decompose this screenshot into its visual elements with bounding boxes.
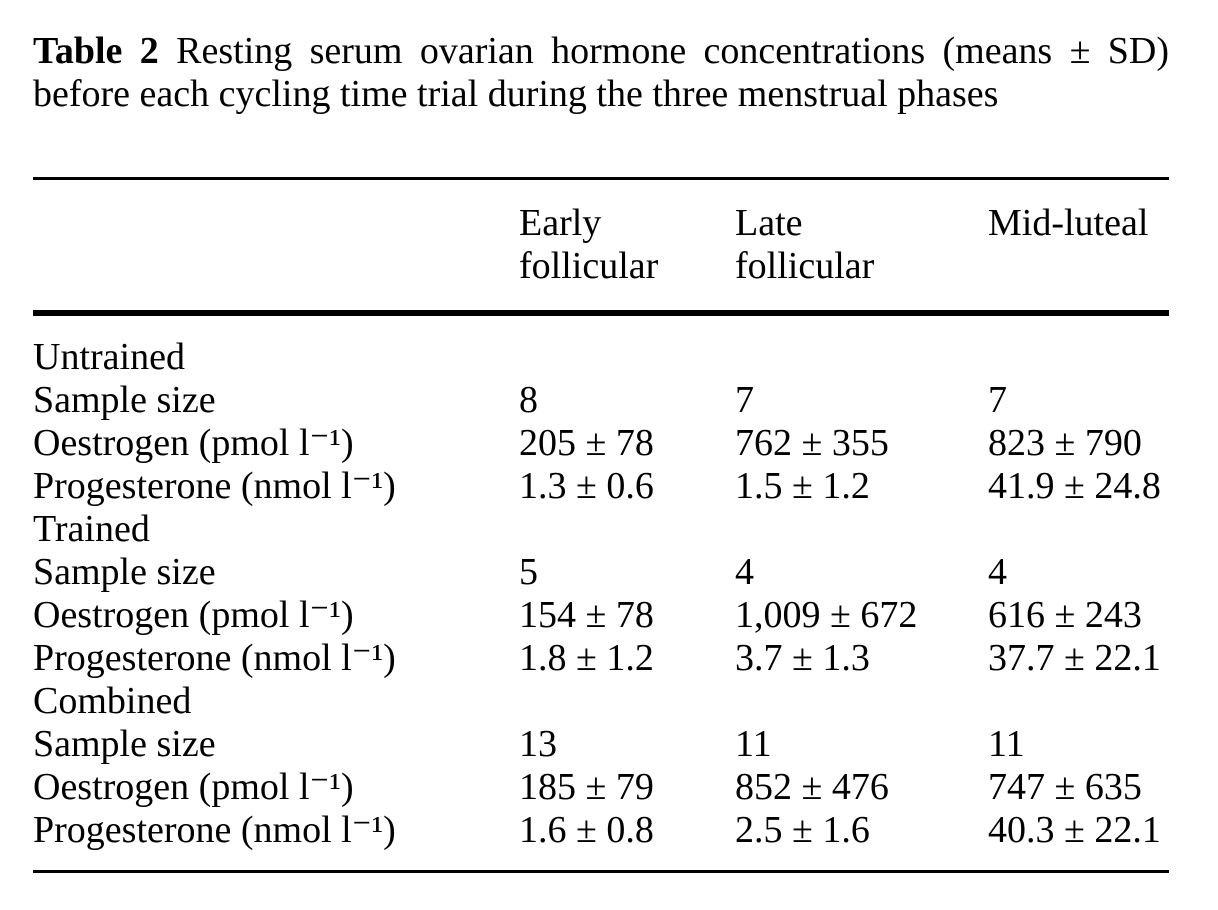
table-label: Table 2 xyxy=(33,30,159,72)
table-row: Progesterone (nmol l⁻¹) 1.3 ± 0.6 1.5 ± … xyxy=(33,465,1161,507)
header-rule xyxy=(33,310,1169,316)
table-row: Sample size 8 7 7 xyxy=(33,379,1007,421)
column-header-mid-luteal: Mid-luteal xyxy=(988,202,1149,244)
table-caption: Table 2 Resting serum ovarian hormone co… xyxy=(33,30,1169,116)
table-row: Progesterone (nmol l⁻¹) 1.6 ± 0.8 2.5 ± … xyxy=(33,809,1161,851)
group-heading-untrained: Untrained xyxy=(33,336,185,378)
table-row: Oestrogen (pmol l⁻¹) 185 ± 79 852 ± 476 … xyxy=(33,766,1142,808)
table-row: Sample size 13 11 11 xyxy=(33,723,1025,765)
table-row: Oestrogen (pmol l⁻¹) 154 ± 78 1,009 ± 67… xyxy=(33,594,1142,636)
top-rule xyxy=(33,177,1169,180)
table-figure: Table 2 Resting serum ovarian hormone co… xyxy=(33,30,1169,873)
bottom-rule xyxy=(33,870,1169,873)
table-row: Progesterone (nmol l⁻¹) 1.8 ± 1.2 3.7 ± … xyxy=(33,637,1161,679)
group-heading-trained: Trained xyxy=(33,508,150,550)
table-row: Oestrogen (pmol l⁻¹) 205 ± 78 762 ± 355 … xyxy=(33,422,1142,464)
column-header-early-follicular: Early follicular xyxy=(519,202,659,287)
group-heading-combined: Combined xyxy=(33,680,192,722)
column-header-late-follicular: Late follicular xyxy=(735,202,875,287)
table-caption-text: Resting serum ovarian hormone concentrat… xyxy=(33,30,1170,115)
table-row: Sample size 5 4 4 xyxy=(33,551,1007,593)
